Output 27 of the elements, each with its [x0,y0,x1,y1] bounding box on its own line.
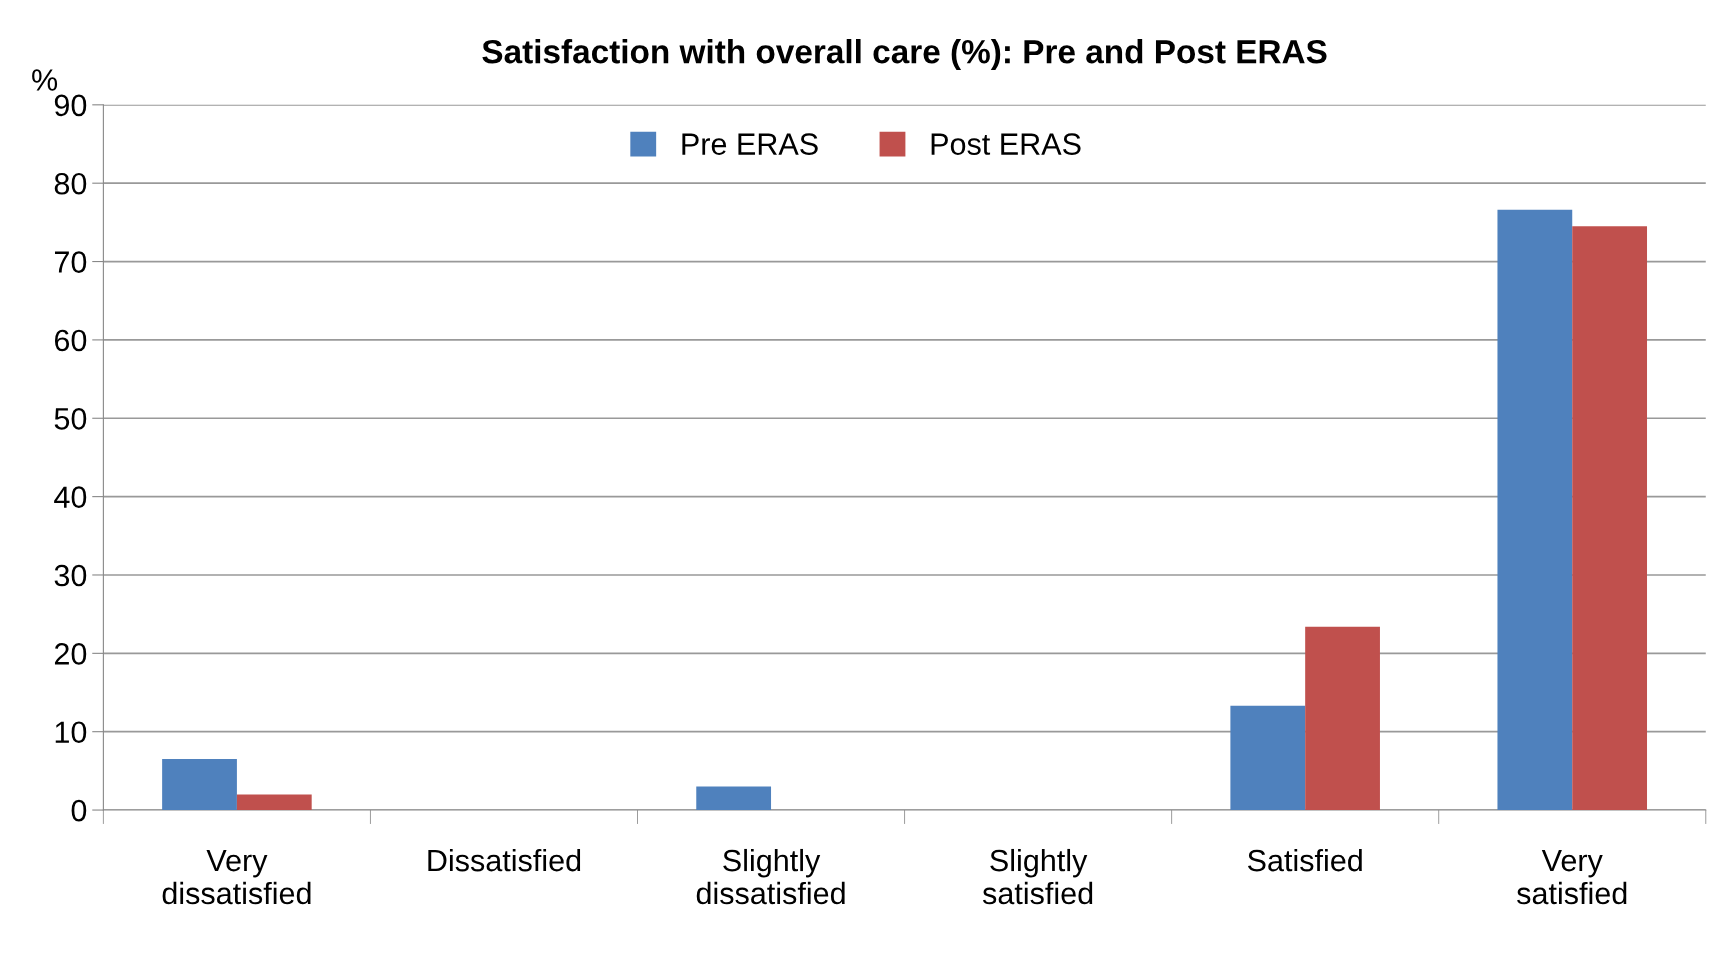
legend-label: Post ERAS [931,133,1081,155]
y-tick-label: 20 [54,643,87,665]
y-tick-label: 90 [54,94,87,117]
bar [1230,705,1306,811]
bar [1305,626,1380,811]
y-tick-label: 10 [55,721,87,744]
chart-title: Satisfaction with overall care (%): Pre and Post ERAS [482,39,1327,71]
y-tick-label: 0 [71,799,87,822]
y-tick-label: 40 [54,486,87,508]
x-tick-label: Slightly dissatisfied [696,848,845,905]
y-tick-label: 50 [54,408,87,430]
bar [236,794,312,811]
x-tick-label: Slightly satisfied [982,848,1093,905]
x-tick-label: Very dissatisfied [162,850,311,905]
y-tick-label: 60 [54,329,87,352]
bar [696,786,772,811]
legend-label: Pre ERAS [682,133,818,155]
y-axis-title: % [32,69,58,91]
x-tick-label: Satisfied [1247,848,1362,872]
y-tick-label: 70 [54,251,87,273]
x-tick-label: Very satisfied [1517,850,1627,905]
bar [1497,209,1573,811]
y-tick-label: 30 [54,564,87,587]
bar [1572,226,1648,811]
x-tick-label: Dissatisfied [428,848,581,872]
bar [162,759,237,811]
y-tick-label: 80 [54,172,87,195]
